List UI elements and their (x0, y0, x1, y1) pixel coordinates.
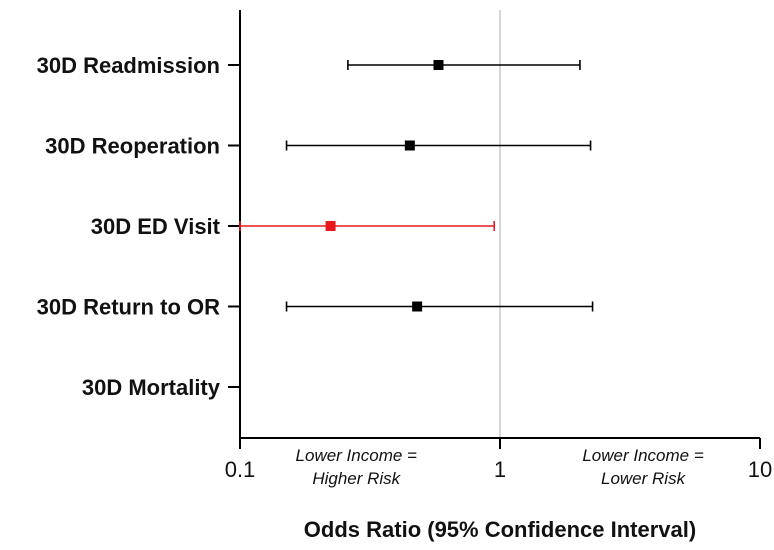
row-label: 30D Mortality (82, 375, 221, 400)
rows-layer: 30D Readmission 30D Reoperation 30D ED Vis… (37, 53, 594, 400)
x-tick-label: 10 (748, 457, 772, 482)
point-estimate (325, 221, 336, 231)
row-label: 30D Return to OR (37, 295, 220, 320)
point-estimate (404, 140, 415, 151)
forest-row: 30D ED Visit (91, 214, 496, 239)
x-tick-label: 0.1 (225, 457, 256, 482)
row-label: 30D Reoperation (45, 134, 220, 159)
annotation-text: Lower Risk (601, 469, 687, 488)
x-axis-label: Odds Ratio (95% Confidence Interval) (304, 517, 696, 542)
forest-row: 30D Reoperation (45, 134, 592, 159)
x-ticks: 0.1 1 10 (225, 438, 772, 482)
point-estimate (433, 60, 444, 70)
row-label: 30D Readmission (37, 53, 220, 78)
forest-row: 30D Mortality (82, 375, 240, 400)
annotations: Lower Income = Higher Risk Lower Income = L… (296, 446, 704, 488)
point-estimate (412, 301, 423, 312)
annotation-text: Lower Income = (582, 446, 703, 465)
forest-row: 30D Readmission (37, 53, 581, 78)
annotation-text: Higher Risk (312, 469, 401, 488)
forest-row: 30D Return to OR (37, 295, 594, 320)
x-tick-label: 1 (494, 457, 506, 482)
annotation-text: Lower Income = (296, 446, 417, 465)
row-label: 30D ED Visit (91, 214, 221, 239)
